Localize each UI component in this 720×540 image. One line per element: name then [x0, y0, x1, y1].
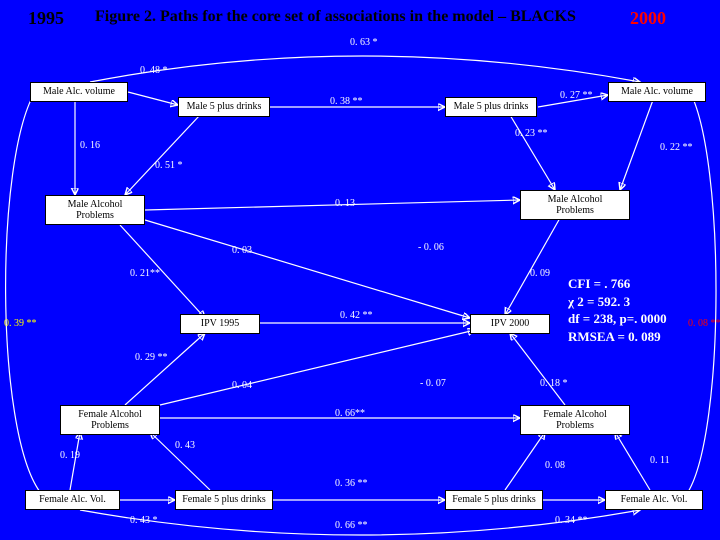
lbl-023: 0. 23 **: [515, 128, 548, 139]
lbl-051: 0. 51 *: [155, 160, 183, 171]
box-male-5p-95: Male 5 plus drinks: [178, 97, 270, 117]
year-1995: 1995: [28, 8, 64, 29]
lbl-009: 0. 09: [530, 268, 550, 279]
lbl-013: 0. 13: [335, 198, 355, 209]
figure-title: Figure 2. Paths for the core set of asso…: [95, 8, 615, 26]
lbl-m006: - 0. 06: [418, 242, 444, 253]
lbl-043f: 0. 43: [175, 440, 195, 451]
lbl-066a: 0. 66**: [335, 408, 365, 419]
lbl-034: 0. 34 **: [555, 515, 588, 526]
lbl-008r: 0. 08 **: [688, 318, 720, 329]
lbl-029: 0. 29 **: [135, 352, 168, 363]
lbl-021: 0. 21**: [130, 268, 160, 279]
lbl-048: 0. 48 *: [140, 65, 168, 76]
lbl-039: 0. 39 **: [4, 318, 37, 329]
lbl-004: 0. 04: [232, 380, 252, 391]
stat-rmsea: RMSEA = 0. 089: [568, 328, 667, 346]
lbl-027: 0. 27 **: [560, 90, 593, 101]
box-fem-5p-00: Female 5 plus drinks: [445, 490, 543, 510]
stat-df: df = 238, p=. 0000: [568, 310, 667, 328]
lbl-063: 0. 63 *: [350, 37, 378, 48]
box-male-vol-95: Male Alc. volume: [30, 82, 128, 102]
lbl-036: 0. 36 **: [335, 478, 368, 489]
lbl-042: 0. 42 **: [340, 310, 373, 321]
lbl-018: 0. 18 *: [540, 378, 568, 389]
stat-chi2: χ 2 = 592. 3: [568, 293, 667, 311]
box-fem-5p-95: Female 5 plus drinks: [175, 490, 273, 510]
box-ipv-00: IPV 2000: [470, 314, 550, 334]
path-wires: [0, 0, 720, 540]
lbl-038: 0. 38 **: [330, 96, 363, 107]
lbl-066b: 0. 66 **: [335, 520, 368, 531]
box-fem-prob-95: Female Alcohol Problems: [60, 405, 160, 435]
fit-stats: CFI = . 766 χ 2 = 592. 3 df = 238, p=. 0…: [568, 275, 667, 345]
box-fem-vol-00: Female Alc. Vol.: [605, 490, 703, 510]
box-fem-vol-95: Female Alc. Vol.: [25, 490, 120, 510]
lbl-043b: 0. 43 *: [130, 515, 158, 526]
lbl-003: 0. 03: [232, 245, 252, 256]
lbl-016: 0. 16: [80, 140, 100, 151]
box-male-vol-00: Male Alc. volume: [608, 82, 706, 102]
box-male-prob-00: Male Alcohol Problems: [520, 190, 630, 220]
stat-cfi: CFI = . 766: [568, 275, 667, 293]
lbl-022: 0. 22 **: [660, 142, 693, 153]
box-fem-prob-00: Female Alcohol Problems: [520, 405, 630, 435]
lbl-008: 0. 08: [545, 460, 565, 471]
lbl-019: 0. 19: [60, 450, 80, 461]
year-2000: 2000: [630, 8, 666, 29]
box-male-prob-95: Male Alcohol Problems: [45, 195, 145, 225]
box-male-5p-00: Male 5 plus drinks: [445, 97, 537, 117]
box-ipv-95: IPV 1995: [180, 314, 260, 334]
lbl-m007: - 0. 07: [420, 378, 446, 389]
lbl-011: 0. 11: [650, 455, 670, 466]
